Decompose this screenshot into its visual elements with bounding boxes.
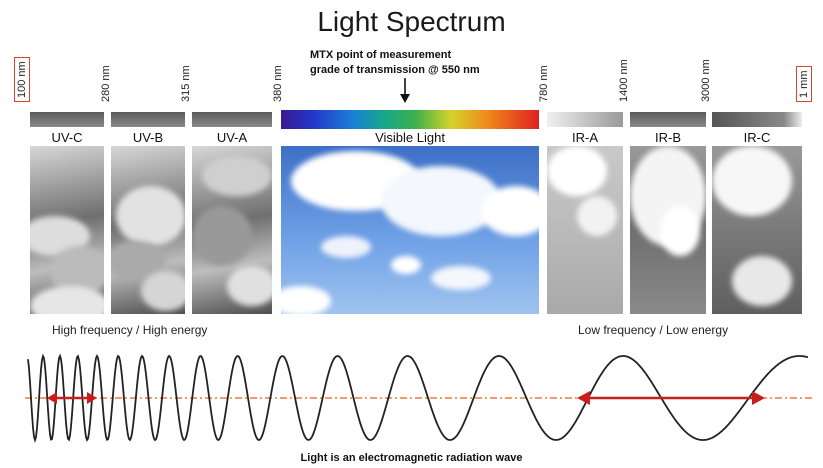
- uvc-bar: [30, 112, 104, 127]
- wavelength-780nm: 780 nm: [538, 65, 550, 102]
- ira-cloud-image: [547, 146, 623, 314]
- irc-bar: [712, 112, 802, 127]
- em-wave-diagram: [25, 353, 815, 443]
- irc-cloud-image: [712, 146, 802, 314]
- long-wavelength-arrow-icon: [577, 391, 765, 405]
- band-label-ira: IR-A: [572, 130, 598, 145]
- uva-cloud-image: [192, 146, 272, 314]
- ira-bar: [547, 112, 623, 127]
- short-wavelength-arrow-icon: [47, 392, 97, 404]
- wavelength-1400nm: 1400 nm: [618, 59, 630, 102]
- wavelength-100nm: 100 nm: [14, 57, 30, 102]
- diagram-title: Light Spectrum: [317, 6, 506, 37]
- irb-bar: [630, 112, 706, 127]
- visible-spectrum-bar: [281, 110, 539, 129]
- wavelength-280nm: 280 nm: [100, 65, 112, 102]
- uva-bar: [192, 112, 272, 127]
- mtx-arrow-icon: [400, 78, 410, 103]
- irb-cloud-image: [630, 146, 706, 314]
- mtx-note: MTX point of measurement grade of transm…: [310, 48, 480, 78]
- band-label-irb: IR-B: [655, 130, 681, 145]
- bottom-caption: Light is an electromagnetic radiation wa…: [300, 452, 523, 464]
- band-label-visible: Visible Light: [375, 130, 445, 145]
- mtx-note-line-1: MTX point of measurement: [310, 49, 452, 61]
- low-frequency-caption: Low frequency / Low energy: [578, 323, 729, 337]
- high-frequency-caption: High frequency / High energy: [52, 323, 208, 337]
- em-wave: [27, 353, 809, 443]
- mtx-note-line-2: grade of transmission @ 550 nm: [310, 64, 480, 76]
- uvb-cloud-image: [111, 146, 185, 314]
- band-label-uvb: UV-B: [132, 130, 164, 145]
- uvc-cloud-image: [30, 146, 104, 314]
- wavelength-315nm: 315 nm: [180, 65, 192, 102]
- wavelength-3000nm: 3000 nm: [700, 59, 712, 102]
- visible-light-sky-image: [281, 146, 539, 314]
- wavelength-1mm: 1 mm: [796, 66, 812, 102]
- band-label-irc: IR-C: [743, 130, 771, 145]
- uvb-bar: [111, 112, 185, 127]
- wavelength-380nm: 380 nm: [272, 65, 284, 102]
- band-label-uvc: UV-C: [51, 130, 83, 145]
- band-label-uva: UV-A: [216, 130, 248, 145]
